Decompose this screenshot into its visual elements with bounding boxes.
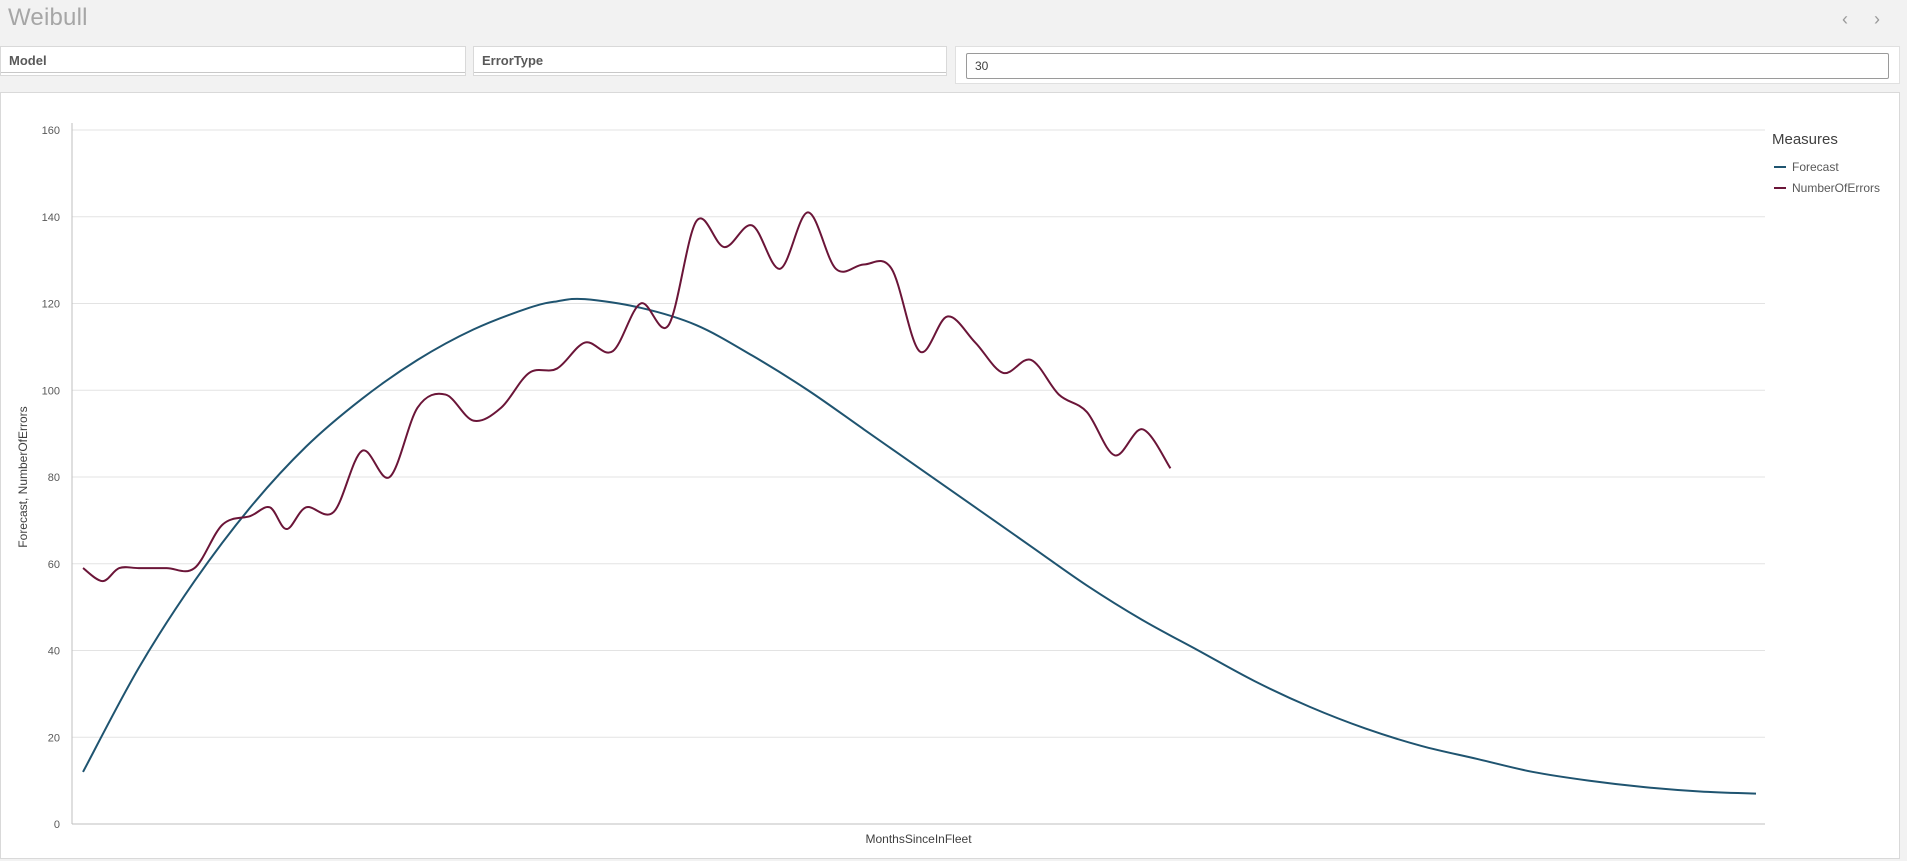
legend-label-forecast: Forecast [1792,160,1839,174]
legend-title: Measures [1772,131,1838,148]
errortype-filter-underline [474,72,946,73]
x-axis-title: MonthsSinceInFleet [865,832,972,846]
series-line-numberoferrors [82,211,1172,583]
y-tick-label: 40 [48,646,60,658]
y-tick-label: 140 [42,212,60,224]
legend-swatch-forecast [1774,166,1786,168]
y-tick-label: 160 [42,125,60,137]
y-tick-label: 60 [48,559,60,571]
errortype-filter[interactable]: ErrorType [473,46,947,76]
y-axis-title: Forecast, NumberOfErrors [16,406,30,547]
value-input[interactable] [966,53,1889,79]
y-tick-label: 100 [42,385,60,397]
chart-panel: 0 20 40 60 80 100 120 140 160 MonthsSinceInFleet F… [0,92,1900,859]
value-input-container [955,46,1900,84]
chevron-left-icon[interactable]: ‹ [1842,9,1848,29]
legend-swatch-numberoferrors [1774,187,1786,189]
series-line-forecast [82,297,1757,795]
y-tick-label: 20 [48,732,60,744]
page-title: Weibull [8,4,88,31]
chevron-right-icon[interactable]: › [1874,9,1880,29]
y-tick-label: 80 [48,472,60,484]
y-tick-label: 120 [42,299,60,311]
errortype-filter-label: ErrorType [482,53,544,68]
legend-item-forecast[interactable]: Forecast [1774,160,1839,174]
model-filter-label: Model [9,53,47,68]
model-filter[interactable]: Model [0,46,466,76]
model-filter-underline [1,72,465,73]
line-chart: 0 20 40 60 80 100 120 140 160 MonthsSinceInFleet F… [16,123,1765,846]
y-tick-label: 0 [54,819,60,831]
legend-label-numberoferrors: NumberOfErrors [1792,181,1881,195]
legend-item-numberoferrors[interactable]: NumberOfErrors [1774,181,1880,195]
